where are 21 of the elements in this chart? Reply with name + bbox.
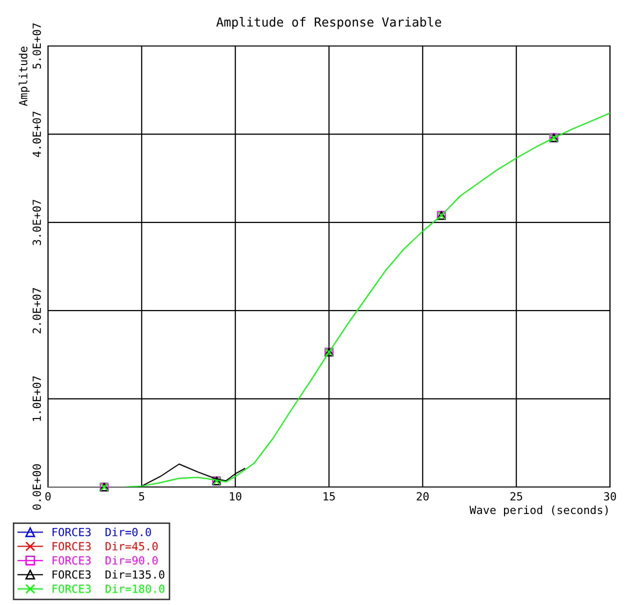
x-tick-label: 10 — [230, 492, 242, 501]
y-tick-label: 2.0E+07 — [32, 288, 41, 334]
y-tick-label: 3.0E+07 — [32, 200, 41, 246]
y-axis-title: Amplitude — [18, 46, 30, 106]
x-tick-label: 30 — [604, 492, 616, 501]
y-tick-label: 1.0E+07 — [32, 376, 41, 421]
x-tick-label: 0 — [45, 492, 51, 501]
legend-label: FORCE3 Dir=45.0 — [52, 542, 158, 550]
y-tick-label: 4.0E+07 — [32, 112, 41, 158]
chart-title: Amplitude of Response Variable — [216, 16, 442, 30]
x-tick-label: 25 — [510, 492, 522, 501]
x-axis-title: Wave period (seconds) — [470, 506, 608, 516]
legend-label: FORCE3 Dir=135.0 — [52, 570, 164, 579]
x-tick-label: 5 — [139, 492, 144, 501]
legend-label: FORCE3 Dir=180.0 — [52, 584, 164, 593]
y-tick-label: 5.0E+07 — [32, 23, 41, 69]
legend-label: FORCE3 Dir=0.0 — [52, 528, 151, 536]
y-tick-label: 0.0E+00 — [32, 464, 41, 510]
x-tick-label: 15 — [324, 492, 335, 501]
legend-label: FORCE3 Dir=90.0 — [52, 556, 158, 565]
x-tick-label: 20 — [416, 492, 429, 501]
